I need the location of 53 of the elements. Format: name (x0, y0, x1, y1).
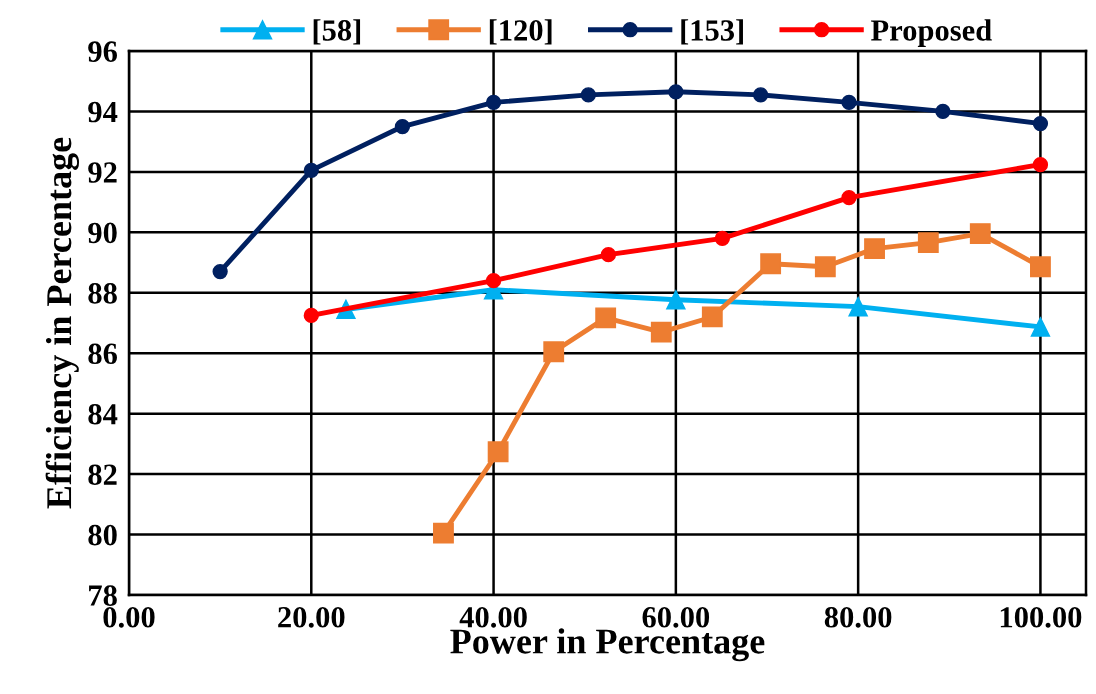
point (864, 238, 885, 260)
x-tick-label: 80.00 (824, 606, 892, 628)
point (841, 94, 857, 111)
point (814, 256, 836, 278)
point (1032, 156, 1049, 173)
point (303, 162, 319, 179)
x-tick-label: 40.00 (459, 606, 527, 628)
y-tick-label: 84 (88, 403, 118, 425)
legend-label: Proposed (871, 19, 992, 47)
point (394, 118, 411, 135)
point (701, 306, 723, 328)
y-axis-title: Efficiency in Percentage (45, 137, 79, 509)
point (485, 273, 502, 289)
point (580, 87, 596, 103)
point (841, 189, 857, 206)
point (595, 307, 617, 329)
point (543, 341, 565, 363)
point (666, 290, 686, 310)
point (1030, 256, 1051, 278)
point (303, 307, 319, 324)
point (433, 522, 454, 544)
x-axis-title: Power in Percentage (450, 628, 765, 662)
point (917, 232, 939, 254)
legend-label: [58] (313, 19, 361, 45)
point (752, 87, 769, 103)
point (485, 94, 502, 111)
point (848, 296, 868, 317)
point (714, 230, 730, 247)
point (212, 263, 228, 280)
point (1030, 317, 1051, 337)
y-tick-label: 92 (88, 162, 117, 183)
point (600, 247, 617, 263)
y-tick-label: 88 (88, 283, 117, 304)
y-tick-label: 96 (88, 41, 117, 62)
point (760, 253, 782, 275)
x-tick-label: 0.00 (103, 606, 155, 628)
y-tick-label: 78 (89, 585, 117, 606)
y-tick-label: 82 (88, 464, 117, 486)
y-tick-label: 94 (88, 101, 118, 123)
y-tick-label: 80 (88, 524, 117, 546)
x-tick-label: 20.00 (278, 606, 345, 628)
point (487, 441, 509, 463)
legend-label: [120] (489, 19, 552, 45)
point (969, 223, 991, 244)
legend-label: [153] (681, 19, 743, 45)
point (650, 321, 672, 343)
point (1032, 115, 1049, 132)
point (668, 84, 684, 100)
y-tick-label: 86 (88, 343, 117, 365)
y-tick-label: 90 (88, 222, 117, 244)
x-tick-label: 60.00 (642, 606, 710, 628)
point (935, 103, 951, 120)
x-tick-label: 100.00 (1000, 606, 1082, 628)
